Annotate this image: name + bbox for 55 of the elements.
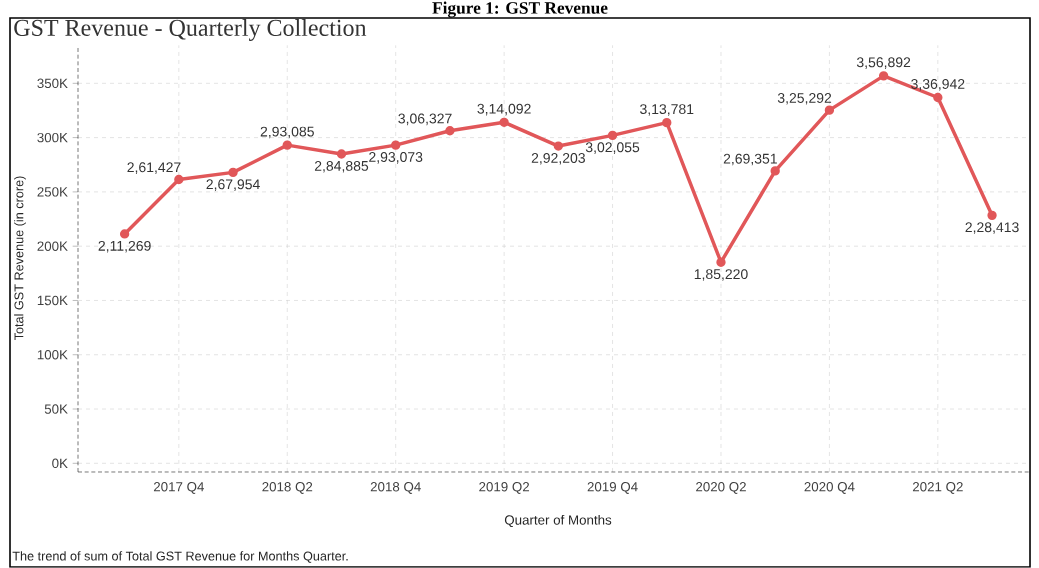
x-tick-label: 2021 Q2 — [912, 482, 963, 494]
x-tick-label: 2020 Q4 — [804, 482, 855, 494]
x-tick-label: 2018 Q4 — [370, 482, 421, 494]
data-label: 3,06,327 — [398, 113, 452, 126]
point — [553, 141, 564, 151]
point — [336, 149, 347, 159]
point — [716, 257, 726, 267]
y-tick-label: 200K — [37, 241, 68, 251]
point — [119, 229, 130, 239]
x-tick-label: 2019 Q4 — [587, 482, 638, 494]
point — [499, 117, 509, 128]
data-label: 2,67,954 — [206, 179, 260, 191]
x-tick-label: 2018 Q2 — [262, 482, 313, 494]
data-label: 3,56,892 — [856, 57, 911, 70]
data-label: 1,85,220 — [694, 269, 748, 281]
point — [878, 71, 889, 81]
data-label: 3,36,942 — [911, 79, 965, 91]
y-tick-label: 0K — [52, 458, 68, 469]
point — [445, 126, 455, 136]
data-label: 2,93,085 — [260, 126, 314, 139]
y-tick-label: 150K — [37, 295, 68, 306]
point — [824, 105, 835, 115]
y-tick-label: 350K — [37, 78, 68, 89]
y-tick-label: 100K — [37, 350, 68, 360]
text: The trend of sum of Total GST Revenue for Months Quarter. — [12, 551, 348, 563]
point — [391, 140, 401, 150]
x-tick-label: 2020 Q2 — [696, 482, 746, 494]
y-tick-label: 250K — [37, 187, 68, 197]
data-label: 2,92,203 — [531, 153, 585, 165]
point — [770, 166, 780, 176]
y-tick-label: 50K — [44, 404, 68, 414]
data-label: 3,02,055 — [585, 142, 640, 154]
point — [282, 140, 292, 150]
data-label: 3,14,092 — [477, 103, 531, 116]
point — [987, 210, 997, 221]
data-label: 3,13,781 — [640, 104, 694, 116]
x-axis-title: Quarter of Months — [504, 515, 612, 528]
point — [607, 130, 618, 141]
point — [174, 174, 184, 185]
x-tick-label: 2017 Q4 — [153, 482, 205, 494]
y-tick-label: 300K — [37, 132, 68, 143]
data-label: 2,61,427 — [127, 162, 181, 174]
data-label: 2,84,885 — [314, 161, 369, 173]
point — [933, 92, 943, 103]
point — [228, 167, 238, 178]
data-label: 3,25,292 — [777, 93, 832, 105]
data-label: 2,93,073 — [369, 152, 423, 164]
x-tick-label: 2019 Q2 — [479, 482, 530, 494]
data-label: 2,28,413 — [965, 222, 1019, 234]
chart-title: GST Revenue - Quarterly Collection — [14, 19, 367, 42]
data-label: 2,11,269 — [98, 240, 151, 253]
data-label: 2,69,351 — [723, 153, 777, 166]
caption: Figure 1: GST Revenue — [432, 1, 608, 18]
y-axis-title: Total GST Revenue (in crore) — [14, 176, 26, 341]
point — [662, 118, 672, 128]
